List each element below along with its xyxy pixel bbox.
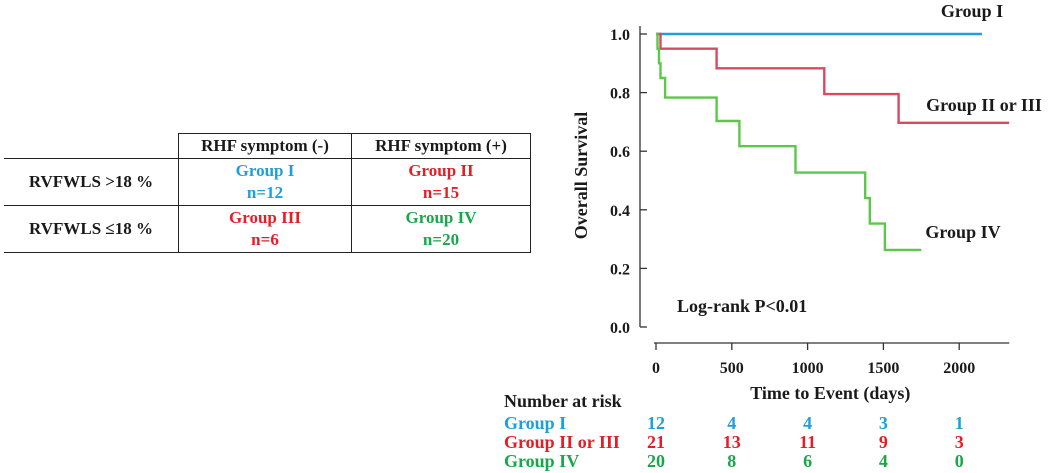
risk-row-label: Group IV: [504, 451, 579, 471]
y-tick-label: 1.0: [610, 27, 630, 44]
group-count: n=15: [422, 183, 460, 202]
risk-table-title: Number at risk: [504, 391, 622, 411]
risk-row-label: Group I: [504, 413, 566, 433]
cell-group-1: Group I n=12: [178, 158, 352, 206]
row-label-rvfwls-low: RVFWLS ≤18 %: [4, 205, 179, 253]
curve-label: Group II or III: [926, 95, 1042, 115]
y-tick-label: 0.2: [610, 261, 630, 278]
x-tick-label: 1500: [867, 360, 899, 377]
cell-group-2: Group II n=15: [351, 158, 531, 206]
risk-count: 8: [727, 451, 736, 471]
risk-count: 4: [879, 451, 888, 471]
curve-label: Group IV: [925, 222, 1000, 242]
group-name: Group I: [235, 161, 295, 180]
y-tick-label: 0.8: [610, 86, 630, 103]
risk-count: 20: [647, 451, 665, 471]
group-name: Group IV: [405, 208, 477, 227]
risk-count: 4: [727, 413, 736, 433]
header-rhf-positive: RHF symptom (+): [351, 133, 531, 159]
x-axis-label: Time to Event (days): [750, 383, 910, 404]
y-axis-label: Overall Survival: [571, 112, 591, 240]
risk-count: 6: [803, 451, 812, 471]
x-tick-label: 0: [652, 360, 660, 377]
risk-count: 11: [799, 432, 816, 452]
x-tick-label: 1000: [792, 360, 824, 377]
y-tick-label: 0.4: [610, 203, 630, 220]
risk-count: 1: [955, 413, 964, 433]
log-rank-annotation: Log-rank P<0.01: [677, 296, 807, 316]
survival-curve-3: [656, 32, 922, 252]
y-tick-label: 0.0: [610, 320, 630, 337]
risk-count: 3: [879, 413, 888, 433]
risk-count: 4: [803, 413, 812, 433]
curve-label: Group I: [941, 1, 1003, 21]
group-name: Group III: [229, 208, 301, 227]
group-definition-table: RHF symptom (-) RHF symptom (+) RVFWLS >…: [4, 133, 531, 253]
group-count: n=12: [246, 183, 284, 202]
x-tick-label: 500: [720, 360, 744, 377]
group-name: Group II: [408, 161, 474, 180]
risk-row-label: Group II or III: [504, 432, 620, 452]
risk-count: 13: [723, 432, 741, 452]
risk-count: 21: [647, 432, 665, 452]
group-count: n=20: [422, 230, 460, 249]
risk-count: 3: [955, 432, 964, 452]
risk-count: 9: [879, 432, 888, 452]
group-count: n=6: [251, 230, 279, 249]
risk-count: 12: [647, 413, 665, 433]
y-tick-label: 0.6: [610, 144, 630, 161]
table-row: RVFWLS >18 % Group I n=12 Group II n=15: [4, 158, 531, 206]
table-row: RVFWLS ≤18 % Group III n=6 Group IV n=20: [4, 205, 531, 253]
risk-count: 0: [955, 451, 964, 471]
cell-group-3: Group III n=6: [178, 205, 352, 253]
cell-group-4: Group IV n=20: [351, 205, 531, 253]
table-header-row: RHF symptom (-) RHF symptom (+): [4, 133, 531, 159]
x-tick-label: 2000: [943, 360, 975, 377]
survival-curve-2: [656, 32, 1010, 125]
